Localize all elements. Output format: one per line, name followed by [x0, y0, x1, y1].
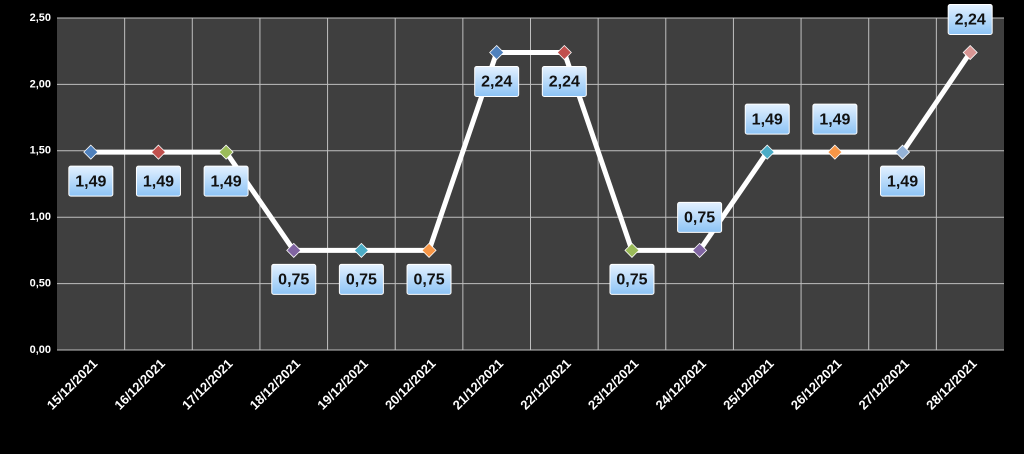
marker	[624, 242, 640, 258]
marker	[489, 44, 505, 61]
data-label-box	[68, 165, 114, 197]
y-tick-label: 2,00	[30, 78, 51, 90]
marker	[150, 144, 167, 160]
data-label: 1,49	[887, 173, 918, 190]
marker	[421, 242, 437, 258]
marker	[286, 242, 302, 258]
data-label: 2,24	[549, 74, 580, 91]
marker	[894, 144, 911, 160]
marker	[556, 44, 572, 61]
data-label: 2,24	[955, 12, 986, 29]
data-label-box	[947, 4, 993, 36]
marker	[353, 242, 369, 258]
marker	[83, 144, 99, 160]
data-label-box	[880, 165, 926, 197]
data-label: 0,75	[278, 272, 309, 289]
marker	[218, 144, 234, 160]
data-label: 1,49	[819, 111, 850, 128]
marker	[759, 144, 775, 160]
data-label-box	[541, 66, 587, 98]
data-label: 0,75	[346, 272, 377, 289]
y-tick-label: 1,00	[30, 211, 51, 223]
data-label-box	[271, 263, 317, 295]
data-label: 0,75	[684, 210, 715, 227]
data-label: 0,75	[616, 272, 647, 289]
marker	[692, 242, 708, 258]
data-label-box	[474, 66, 520, 98]
y-tick-label: 1,50	[30, 145, 51, 157]
data-label-box	[609, 263, 655, 295]
data-label-box	[203, 165, 249, 197]
marker	[962, 44, 978, 61]
data-label: 1,49	[75, 173, 106, 190]
data-label-box	[744, 103, 790, 135]
y-tick-label: 2,50	[30, 12, 51, 24]
marker	[827, 144, 843, 160]
data-label: 2,24	[481, 74, 512, 91]
data-label-box	[406, 263, 452, 295]
data-label: 1,49	[752, 111, 783, 128]
data-label-box	[812, 103, 858, 135]
data-label: 1,49	[143, 173, 174, 190]
y-tick-label: 0,00	[30, 344, 51, 356]
data-label-box	[677, 201, 723, 233]
y-tick-label: 0,50	[30, 278, 51, 290]
data-label: 1,49	[211, 173, 242, 190]
data-label-box	[338, 263, 384, 295]
data-label: 0,75	[413, 272, 444, 289]
data-label-box	[135, 165, 181, 197]
